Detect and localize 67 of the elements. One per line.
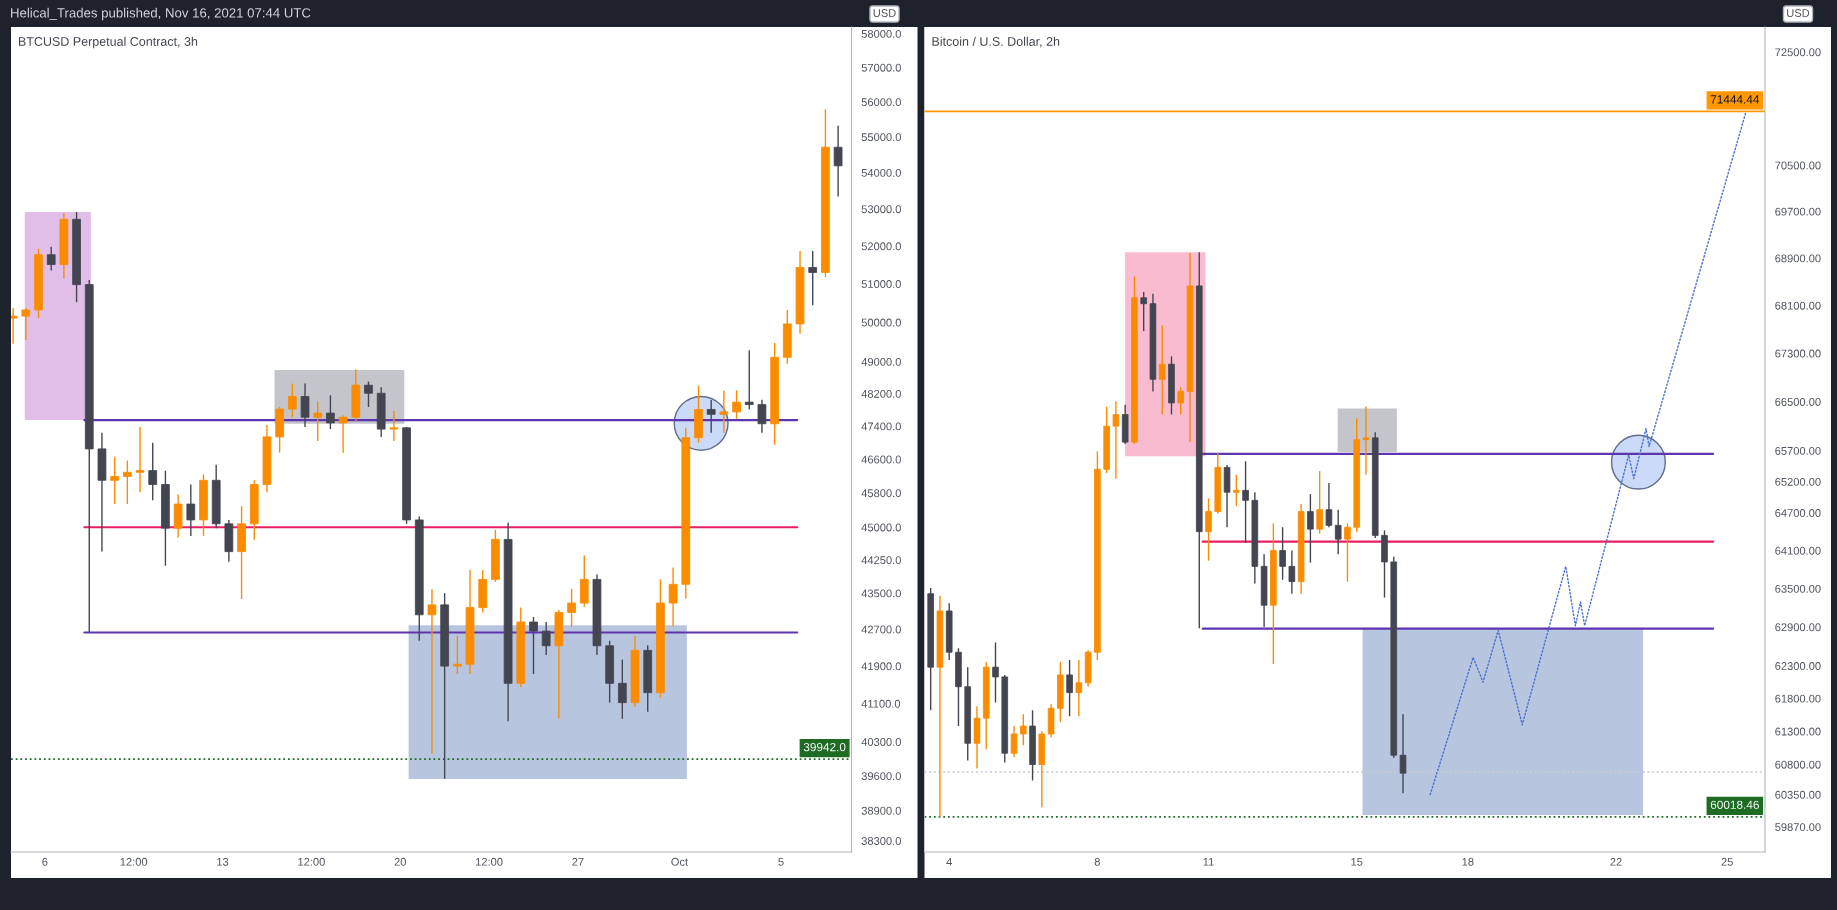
- y-tick-label: 47400.0: [861, 422, 901, 431]
- y-tick-label: 70500.00: [1775, 161, 1821, 170]
- x-tick-label: Oct: [671, 857, 689, 866]
- y-tick-label: 72500.00: [1775, 48, 1821, 57]
- ref-line-label: 60018.46: [1710, 800, 1759, 809]
- x-tick-label: 4: [946, 857, 952, 866]
- x-tick-label: 12:00: [476, 857, 503, 866]
- y-tick-label: 57000.0: [861, 63, 901, 72]
- x-tick-label: 13: [217, 857, 229, 866]
- y-tick-label: 49000.0: [861, 357, 901, 366]
- y-tick-label: 60350.00: [1775, 790, 1821, 799]
- y-tick-label: 66500.00: [1775, 398, 1821, 406]
- x-tick-label: 6: [42, 857, 48, 866]
- y-tick-label: 43500.0: [861, 589, 901, 598]
- ref-line-label: 71444.44: [1710, 95, 1760, 104]
- y-tick-label: 55000.0: [861, 133, 901, 142]
- y-tick-label: 40300.0: [861, 738, 901, 746]
- x-tick-label: 22: [1610, 857, 1622, 866]
- x-tick-label: 15: [1351, 857, 1363, 866]
- y-tick-label: 61800.00: [1775, 694, 1821, 703]
- y-tick-label: 68900.00: [1775, 254, 1821, 263]
- y-tick-label: 64700.00: [1775, 509, 1821, 517]
- y-tick-label: 38900.0: [861, 806, 901, 815]
- x-tick-label: 12:00: [298, 857, 325, 866]
- y-axis-title: USD: [1787, 9, 1810, 17]
- y-tick-label: 42700.0: [861, 625, 901, 634]
- y-tick-label: 58000.0: [861, 29, 901, 38]
- y-tick-label: 45800.0: [861, 489, 901, 498]
- y-tick-label: 41900.0: [861, 662, 901, 671]
- y-tick-label: 50000.0: [861, 318, 901, 327]
- x-tick-label: 18: [1462, 857, 1474, 866]
- x-tick-label: 12:00: [120, 857, 148, 866]
- x-tick-label: 20: [394, 857, 406, 866]
- y-tick-label: 45000.0: [861, 523, 901, 532]
- y-tick-label: 51000.0: [861, 280, 901, 288]
- y-tick-label: 67300.00: [1775, 349, 1821, 358]
- y-tick-label: 41100.0: [861, 699, 901, 708]
- text: Helical_Trades published, Nov 16, 2021 07:44 UTC: [11, 7, 311, 21]
- x-tick-label: 11: [1203, 857, 1214, 866]
- y-tick-label: 62300.00: [1775, 662, 1821, 670]
- x-tick-label: 27: [572, 857, 584, 866]
- y-tick-label: 39600.0: [861, 772, 901, 781]
- y-tick-label: 64100.00: [1775, 546, 1821, 555]
- y-tick-label: 38300.0: [861, 837, 901, 845]
- y-tick-label: 48200.0: [861, 389, 901, 398]
- y-tick-label: 69700.00: [1775, 207, 1821, 216]
- y-tick-label: 61300.00: [1775, 727, 1821, 736]
- text: BTCUSD Perpetual Contract, 3h: [18, 36, 198, 49]
- y-tick-label: 59870.00: [1775, 823, 1821, 832]
- y-axis-title: USD: [873, 9, 896, 17]
- y-tick-label: 60800.00: [1775, 760, 1821, 769]
- y-tick-label: 68100.00: [1775, 301, 1821, 310]
- y-tick-label: 53000.0: [861, 205, 901, 214]
- y-tick-label: 63500.00: [1775, 584, 1821, 593]
- x-tick-label: 5: [778, 857, 784, 866]
- y-tick-label: 52000.0: [861, 242, 901, 251]
- y-tick-label: 65700.00: [1775, 447, 1821, 455]
- y-tick-label: 54000.0: [861, 168, 901, 177]
- text: Bitcoin / U.S. Dollar, 2h: [932, 36, 1060, 48]
- y-tick-label: 62900.00: [1775, 623, 1821, 632]
- y-tick-label: 44250.0: [861, 556, 901, 565]
- y-tick-label: 56000.0: [861, 98, 901, 107]
- y-tick-label: 65200.00: [1775, 477, 1821, 486]
- ref-line-label: 39942.0: [803, 742, 846, 752]
- x-tick-label: 25: [1721, 857, 1733, 866]
- y-tick-label: 46600.0: [861, 455, 901, 464]
- x-tick-label: 8: [1094, 857, 1100, 866]
